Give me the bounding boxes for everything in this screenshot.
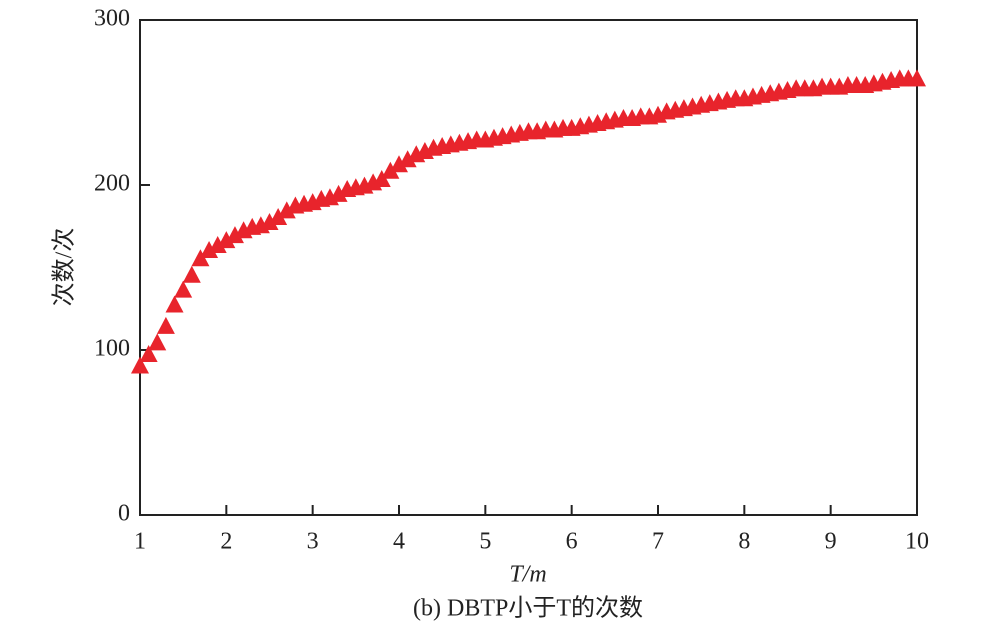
triangle-marker bbox=[260, 212, 279, 230]
triangle-marker bbox=[182, 265, 201, 283]
x-tick-label: 3 bbox=[307, 529, 319, 555]
x-tick-label: 2 bbox=[220, 529, 232, 555]
triangle-marker bbox=[908, 69, 926, 87]
triangle-marker bbox=[217, 231, 236, 249]
x-tick-label: 4 bbox=[393, 529, 405, 555]
y-tick-label: 200 bbox=[94, 171, 130, 197]
x-tick-label: 1 bbox=[134, 529, 146, 555]
x-tick-label: 10 bbox=[905, 529, 929, 555]
caption: (b) DBTP小于T的次数 bbox=[413, 595, 643, 622]
x-tick-label: 5 bbox=[479, 529, 491, 555]
triangle-marker bbox=[148, 333, 167, 351]
y-tick-label: 0 bbox=[118, 501, 130, 527]
triangle-marker bbox=[390, 155, 408, 173]
x-tick-label: 9 bbox=[825, 529, 837, 555]
triangle-marker bbox=[156, 316, 175, 334]
plot-frame bbox=[139, 19, 918, 516]
triangle-marker bbox=[139, 344, 158, 362]
triangle-marker bbox=[381, 161, 400, 179]
x-tick-label: 8 bbox=[738, 529, 750, 555]
triangle-marker bbox=[200, 241, 219, 258]
triangle-marker bbox=[398, 150, 417, 168]
triangle-marker bbox=[329, 184, 348, 202]
triangle-marker bbox=[165, 295, 184, 313]
y-tick-label: 100 bbox=[94, 336, 130, 362]
triangle-marker bbox=[131, 356, 149, 374]
triangle-marker bbox=[225, 226, 244, 244]
x-axis-label: T/m bbox=[509, 562, 546, 588]
triangle-marker bbox=[174, 280, 193, 298]
y-axis-label: 次数/次 bbox=[51, 228, 78, 307]
y-tick-label: 300 bbox=[94, 6, 130, 32]
x-tick-label: 6 bbox=[566, 529, 578, 555]
triangle-marker bbox=[277, 201, 296, 219]
triangle-marker bbox=[208, 236, 227, 254]
x-tick-label: 7 bbox=[652, 529, 664, 555]
triangle-marker bbox=[269, 208, 288, 225]
